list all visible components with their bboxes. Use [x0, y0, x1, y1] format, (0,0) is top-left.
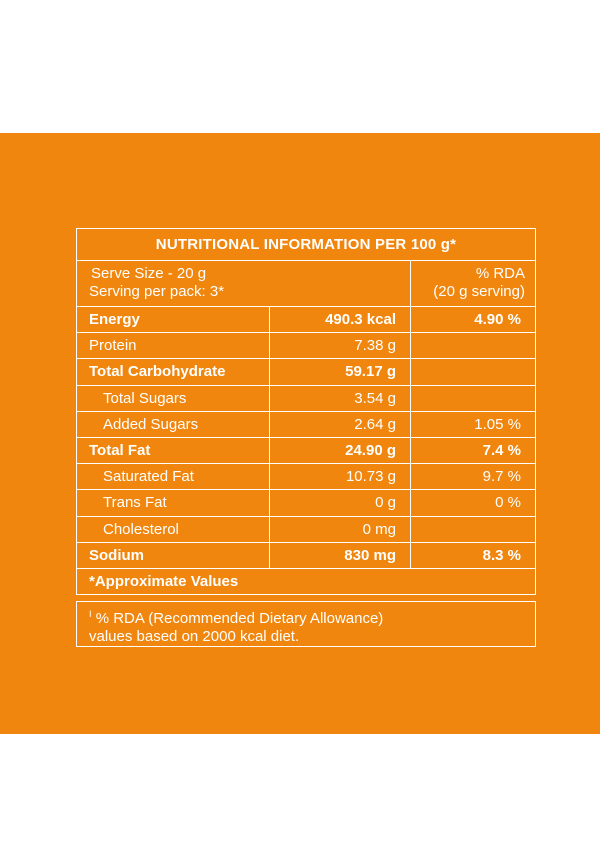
rda-header-label: % RDA — [475, 265, 525, 282]
table-row-cholesterol: Cholesterol 0 mg — [77, 516, 535, 543]
nutrient-rda: 0 % — [495, 494, 521, 512]
rda-footnote: I % RDA (Recommended Dietary Allowance) … — [76, 601, 536, 647]
nutrient-name: Sodium — [77, 542, 270, 568]
nutrient-rda — [411, 359, 535, 384]
nutrient-amount: 0 g — [270, 490, 411, 516]
nutrient-rda — [411, 333, 535, 358]
nutrient-rda: 4.90 % — [474, 311, 521, 328]
nutrient-amount: 10.73 g — [270, 464, 411, 490]
nutrient-name: Cholesterol — [77, 516, 270, 542]
nutrient-rda: 1.05 % — [474, 415, 521, 433]
nutrient-name: Total Sugars — [77, 385, 270, 411]
nutrient-amount: 0 mg — [270, 516, 411, 542]
serve-size: Serve Size - 20 g — [91, 265, 207, 282]
table-row-trans-fat: Trans Fat 0 g 0 % — [77, 490, 535, 517]
nutrient-name: Trans Fat — [77, 490, 270, 516]
nutrient-name: Total Carbohydrate — [77, 359, 270, 385]
nutrient-amount: 59.17 g — [270, 359, 411, 385]
nutrient-rda: 9.7 % — [482, 468, 521, 486]
footnote-line-2: values based on 2000 kcal diet. — [89, 628, 300, 645]
table-row-sodium: Sodium 830 mg 8.3 % — [77, 542, 535, 569]
table-row-total-carbohydrate: Total Carbohydrate 59.17 g — [77, 359, 535, 386]
table-row-total-sugars: Total Sugars 3.54 g — [77, 385, 535, 412]
table-row-total-fat: Total Fat 24.90 g 7.4 % — [77, 437, 535, 465]
table-row-protein: Protein 7.38 g — [77, 333, 535, 360]
nutrient-name: Protein — [77, 333, 270, 359]
rda-header-sub: (20 g serving) — [433, 283, 525, 300]
nutrient-name: Energy — [77, 307, 270, 333]
nutrition-table: NUTRITIONAL INFORMATION PER 100 g* Serve… — [76, 228, 536, 595]
nutrient-amount: 24.90 g — [270, 437, 411, 464]
nutrient-amount: 830 mg — [270, 542, 411, 568]
table-title: NUTRITIONAL INFORMATION PER 100 g* — [77, 229, 535, 261]
nutrient-name: Added Sugars — [77, 411, 270, 437]
nutrient-rda: 7.4 % — [482, 441, 521, 459]
nutrient-amount: 2.64 g — [270, 411, 411, 437]
table-row-added-sugars: Added Sugars 2.64 g 1.05 % — [77, 411, 535, 438]
serving-per-pack: Serving per pack: 3* — [89, 283, 225, 300]
orange-panel — [0, 133, 600, 734]
approximate-values-note: *Approximate Values — [89, 572, 239, 590]
nutrient-name: Saturated Fat — [77, 464, 270, 490]
serving-info-row: Serve Size - 20 g Serving per pack: 3* %… — [77, 261, 535, 307]
footnote-line-1: % RDA (Recommended Dietary Allowance) — [95, 610, 384, 627]
nutrient-rda — [411, 386, 535, 411]
nutrient-amount: 490.3 kcal — [270, 307, 411, 333]
table-row-energy: Energy 490.3 kcal 4.90 % — [77, 307, 535, 334]
nutrient-amount: 3.54 g — [270, 385, 411, 411]
nutrient-amount: 7.38 g — [270, 333, 411, 359]
nutrient-name: Total Fat — [77, 437, 270, 464]
nutrient-rda — [411, 517, 535, 542]
table-row-saturated-fat: Saturated Fat 10.73 g 9.7 % — [77, 464, 535, 491]
footnote-marker: I — [89, 609, 92, 619]
serving-info: Serve Size - 20 g Serving per pack: 3* — [77, 261, 411, 306]
rda-header: % RDA (20 g serving) — [411, 261, 535, 306]
nutrient-rda: 8.3 % — [482, 546, 521, 564]
